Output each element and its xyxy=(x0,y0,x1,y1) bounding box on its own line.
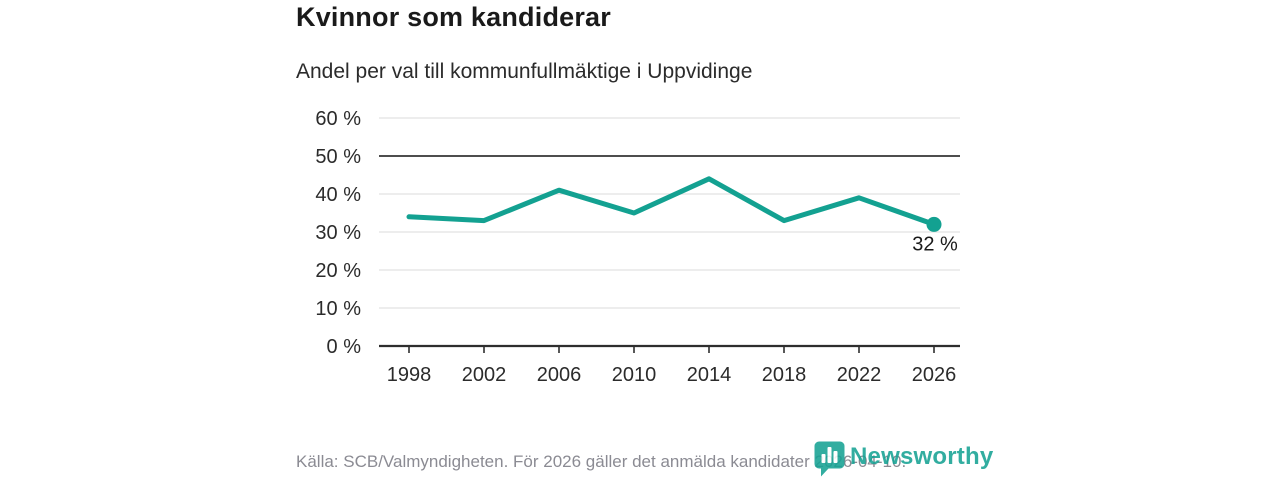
x-axis-tick-label: 2010 xyxy=(612,364,657,386)
last-point-label: 32 % xyxy=(912,233,958,255)
line-chart: 0 % 10 % 20 % 30 % 40 % 50 % 60 % 1998 2002 2006 2… xyxy=(295,100,985,400)
y-axis-tick-label: 50 % xyxy=(315,146,361,168)
y-axis-tick-label: 40 % xyxy=(315,184,361,206)
x-axis-tick-label: 2002 xyxy=(462,364,507,386)
y-axis-tick-label: 0 % xyxy=(327,336,362,358)
newsworthy-logo: Newsworthy xyxy=(814,441,993,477)
logo-bar-short xyxy=(821,454,826,463)
x-axis-tick-label: 2018 xyxy=(762,364,807,386)
x-axis-tick-label: 2006 xyxy=(537,364,582,386)
y-axis-tick-label: 10 % xyxy=(315,298,361,320)
line-chart-svg: 0 % 10 % 20 % 30 % 40 % 50 % 60 % 1998 2002 2006 2… xyxy=(315,108,960,386)
x-axis-tick-label: 2022 xyxy=(837,364,882,386)
chart-subtitle: Andel per val till kommunfullmäktige i U… xyxy=(296,60,753,83)
x-axis-tick-label: 1998 xyxy=(387,364,432,386)
newsworthy-logo-icon xyxy=(814,441,845,477)
y-axis-tick-label: 20 % xyxy=(315,260,361,282)
logo-bar-medium xyxy=(833,451,838,463)
newsworthy-logo-text: Newsworthy xyxy=(850,443,994,470)
y-axis-tick-label: 30 % xyxy=(315,222,361,244)
chart-title: Kvinnor som kandiderar xyxy=(296,2,611,32)
y-axis-tick-label: 60 % xyxy=(315,108,361,130)
data-line xyxy=(406,176,937,227)
last-point-marker xyxy=(926,216,942,232)
x-axis-tick-label: 2014 xyxy=(687,364,732,386)
source-note: Källa: SCB/Valmyndigheten. För 2026 gäll… xyxy=(296,452,907,471)
logo-bar-tall xyxy=(827,447,832,463)
x-axis-tick-label: 2026 xyxy=(912,364,957,386)
